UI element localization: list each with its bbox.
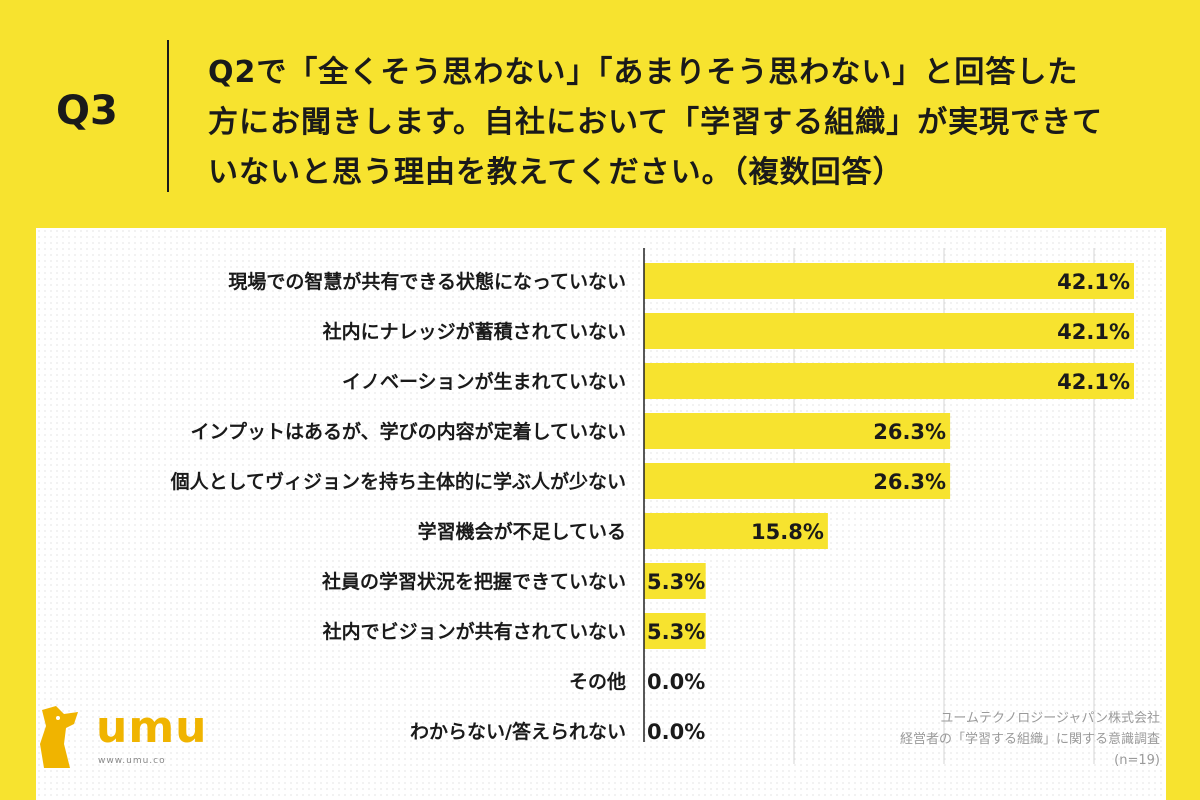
question-line-3: いないと思う理由を教えてください。（複数回答） xyxy=(208,155,904,190)
data-label-5: 26.3% xyxy=(873,470,946,494)
category-label-4: インプットはあるが、学びの内容が定着していない xyxy=(191,420,626,443)
source-note: ユームテクノロジージャパン株式会社 経営者の「学習する組織」に関する意識調査 (… xyxy=(900,708,1160,771)
bar-2 xyxy=(644,313,1134,349)
category-label-10: わからない/答えられない xyxy=(410,720,626,743)
bar-3 xyxy=(644,363,1134,399)
category-label-9: その他 xyxy=(569,670,626,693)
bar-7 xyxy=(644,563,706,599)
logo-url: www.umu.co xyxy=(98,756,166,766)
data-label-8: 5.3% xyxy=(647,620,705,644)
category-label-7: 社員の学習状況を把握できていない xyxy=(321,570,626,593)
source-survey: 経営者の「学習する組織」に関する意識調査 xyxy=(899,732,1160,747)
umu-logo: umu www.umu.co xyxy=(34,700,207,780)
bar-1 xyxy=(644,263,1134,299)
data-label-9: 0.0% xyxy=(647,670,705,694)
question-line-2: 方にお聞きします。自社において「学習する組織」が実現できて xyxy=(208,105,1104,140)
bar-4 xyxy=(644,413,951,449)
data-label-2: 42.1% xyxy=(1057,320,1130,344)
data-label-4: 26.3% xyxy=(873,420,946,444)
horse-logo-icon xyxy=(40,706,78,768)
chart-panel: 現場での智慧が共有できる状態になっていない 42.1% 社内にナレッジが蓄積されてい… xyxy=(36,228,1166,800)
source-sample: (n=19) xyxy=(1114,753,1160,768)
data-label-10: 0.0% xyxy=(647,720,705,744)
bar-5 xyxy=(644,463,951,499)
data-label-1: 42.1% xyxy=(1057,270,1130,294)
header-divider xyxy=(167,40,169,192)
question-line-1: Q2で「全くそう思わない」「あまりそう思わない」と回答した xyxy=(208,55,1079,90)
data-label-3: 42.1% xyxy=(1057,370,1130,394)
category-label-2: 社内にナレッジが蓄積されていない xyxy=(322,320,626,343)
bar-6 xyxy=(644,513,828,549)
question-number: Q3 xyxy=(56,88,118,134)
bar-8 xyxy=(644,613,706,649)
category-label-8: 社内でビジョンが共有されていない xyxy=(322,620,626,643)
category-label-6: 学習機会が不足している xyxy=(418,520,626,543)
category-label-5: 個人としてヴィジョンを持ち主体的に学ぶ人が少ない xyxy=(170,470,626,493)
logo-wordmark: umu xyxy=(96,702,208,753)
category-label-1: 現場での智慧が共有できる状態になっていない xyxy=(228,270,626,293)
source-company: ユームテクノロジージャパン株式会社 xyxy=(940,711,1160,726)
question-text: Q2で「全くそう思わない」「あまりそう思わない」と回答した 方にお聞きします。自… xyxy=(208,48,1158,198)
data-label-6: 15.8% xyxy=(751,520,824,544)
data-label-7: 5.3% xyxy=(647,570,705,594)
category-label-3: イノベーションが生まれていない xyxy=(342,370,626,393)
bar-chart: 現場での智慧が共有できる状態になっていない 42.1% 社内にナレッジが蓄積されてい… xyxy=(170,248,1134,764)
